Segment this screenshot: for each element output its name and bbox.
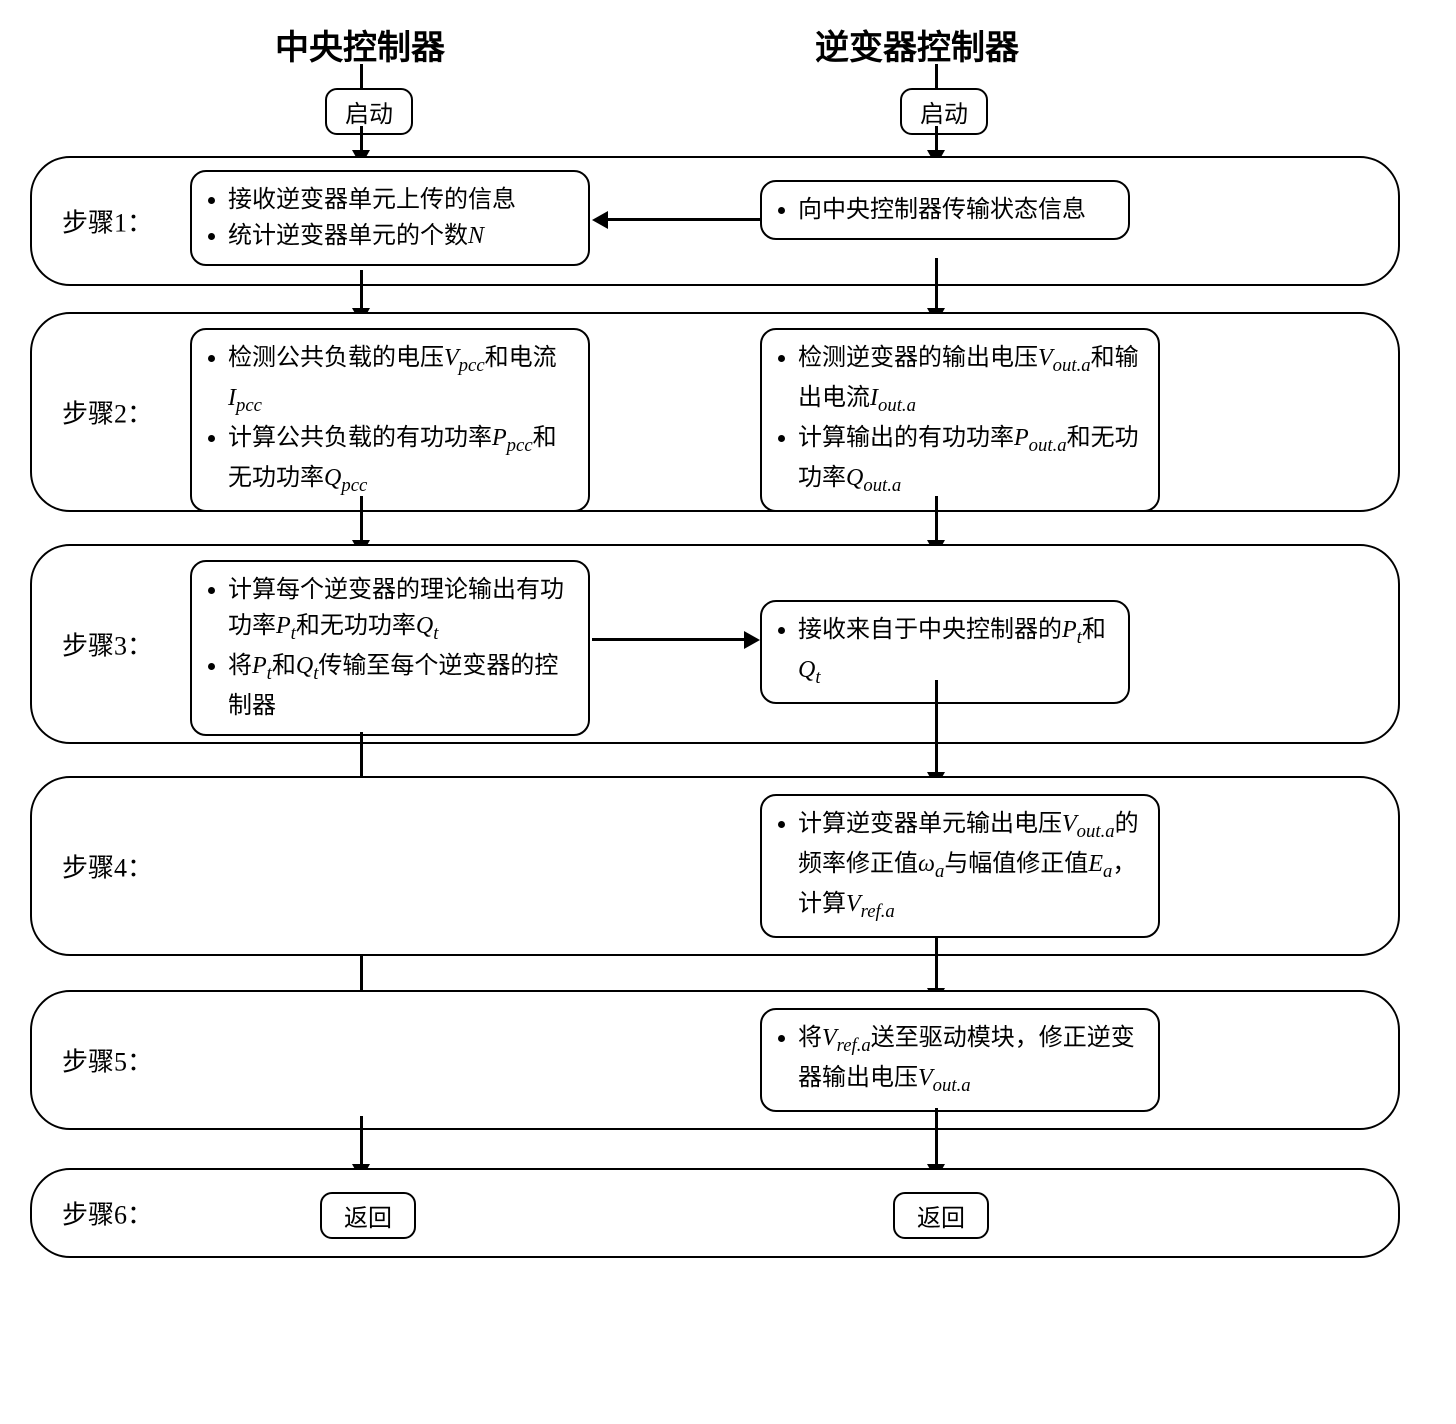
step2-label: 步骤2： [62, 394, 153, 431]
step1-label: 步骤1： [62, 203, 153, 240]
step2-right-item2: 计算输出的有功功率Pout.a和无功功率Qout.a [798, 420, 1144, 500]
step6-label: 步骤6： [62, 1195, 153, 1232]
step3-right-item: 接收来自于中央控制器的Pt和Qt [798, 612, 1114, 692]
step2-right-item1: 检测逆变器的输出电压Vout.a和输出电流Iout.a [798, 340, 1144, 420]
flowchart-diagram: 中央控制器 逆变器控制器 启动 启动 步骤1： 接收逆变器单元上传的信息 统计逆… [20, 20, 1420, 1400]
step5-outer: 步骤5： [30, 990, 1400, 1130]
step3-left-item2: 将Pt和Qt传输至每个逆变器的控制器 [228, 648, 574, 724]
step4-right-item: 计算逆变器单元输出电压Vout.a的频率修正值ωa与幅值修正值Ea，计算Vref… [798, 806, 1144, 926]
step1-left-item2: 统计逆变器单元的个数N [228, 218, 574, 254]
header-left: 中央控制器 [275, 20, 445, 69]
step3-left-item1: 计算每个逆变器的理论输出有功功率Pt和无功功率Qt [228, 572, 574, 648]
step1-right-box: 向中央控制器传输状态信息 [760, 180, 1130, 240]
step5-label: 步骤5： [62, 1042, 153, 1079]
start-left: 启动 [325, 88, 413, 135]
step2-left-item2: 计算公共负载的有功功率Ppcc和无功功率Qpcc [228, 420, 574, 500]
step2-left-item1: 检测公共负载的电压Vpcc和电流Ipcc [228, 340, 574, 420]
return-left: 返回 [320, 1192, 416, 1239]
step3-left-box: 计算每个逆变器的理论输出有功功率Pt和无功功率Qt 将Pt和Qt传输至每个逆变器… [190, 560, 590, 736]
step4-right-box: 计算逆变器单元输出电压Vout.a的频率修正值ωa与幅值修正值Ea，计算Vref… [760, 794, 1160, 938]
step2-right-box: 检测逆变器的输出电压Vout.a和输出电流Iout.a 计算输出的有功功率Pou… [760, 328, 1160, 512]
step2-left-box: 检测公共负载的电压Vpcc和电流Ipcc 计算公共负载的有功功率Ppcc和无功功… [190, 328, 590, 512]
step3-right-box: 接收来自于中央控制器的Pt和Qt [760, 600, 1130, 704]
step1-right-item: 向中央控制器传输状态信息 [798, 192, 1114, 228]
start-right: 启动 [900, 88, 988, 135]
step5-right-item: 将Vref.a送至驱动模块，修正逆变器输出电压Vout.a [798, 1020, 1144, 1100]
step1-left-box: 接收逆变器单元上传的信息 统计逆变器单元的个数N [190, 170, 590, 266]
step1-left-item1: 接收逆变器单元上传的信息 [228, 182, 574, 218]
step4-label: 步骤4： [62, 848, 153, 885]
step6-outer: 步骤6： [30, 1168, 1400, 1258]
return-right: 返回 [893, 1192, 989, 1239]
step4-outer: 步骤4： [30, 776, 1400, 956]
header-right: 逆变器控制器 [815, 20, 1019, 69]
step3-label: 步骤3： [62, 626, 153, 663]
step5-right-box: 将Vref.a送至驱动模块，修正逆变器输出电压Vout.a [760, 1008, 1160, 1112]
